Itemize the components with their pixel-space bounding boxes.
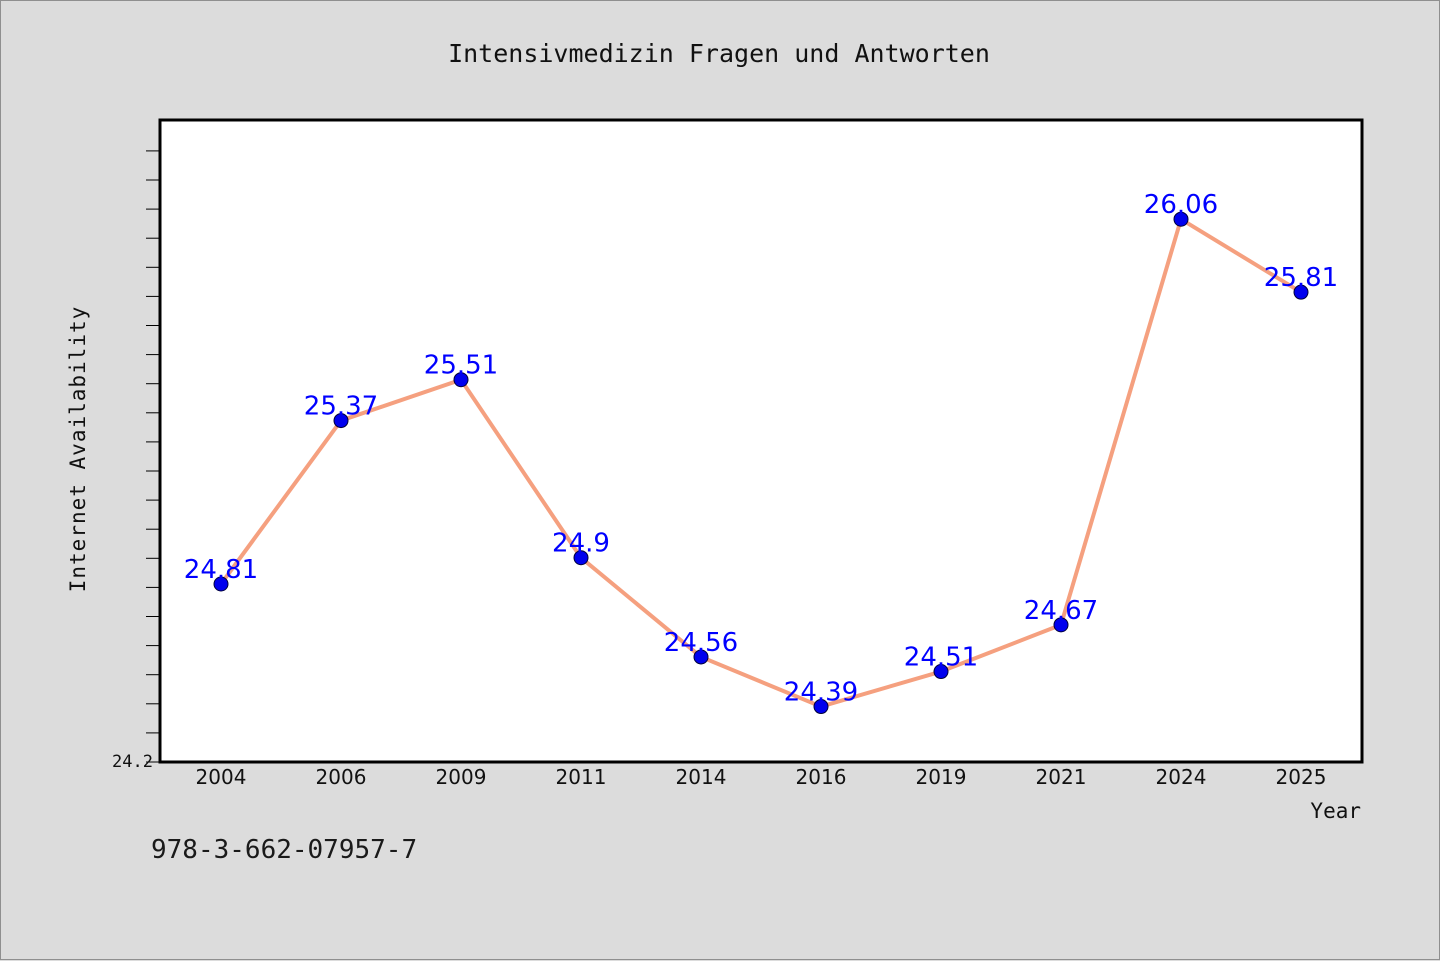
x-tick-label: 2016: [796, 765, 847, 789]
data-point: [813, 699, 829, 715]
data-label: 24.67: [1024, 596, 1098, 626]
data-point: [1293, 284, 1309, 300]
data-point: [1173, 211, 1189, 227]
x-tick-label: 2021: [1036, 765, 1087, 789]
data-label: 24.9: [552, 529, 610, 559]
data-label: 24.39: [784, 678, 858, 708]
data-label: 24.51: [904, 643, 978, 673]
data-markers: [213, 211, 1309, 715]
x-tick-label: 2024: [1156, 765, 1207, 789]
data-point: [933, 664, 949, 680]
data-point: [693, 649, 709, 665]
x-tick-label: 2009: [436, 765, 487, 789]
data-label: 26.06: [1144, 190, 1218, 220]
data-point: [1053, 617, 1069, 633]
data-label: 24.81: [184, 555, 258, 585]
series-line: [219, 217, 1303, 709]
y-tick-label: 24.2: [112, 752, 153, 772]
data-label: 25.51: [424, 351, 498, 381]
x-axis-label: Year: [1310, 799, 1361, 823]
y-axis-ticks: [146, 150, 160, 763]
data-labels: 24.81 25.37 25.51 24.9 24.56 24.39 24.51 24.67 2…: [184, 190, 1338, 707]
data-label: 25.81: [1264, 263, 1338, 293]
x-tick-label: 2004: [196, 765, 247, 789]
isbn-text: 978-3-662-07957-7: [151, 835, 418, 865]
x-tick-label: 2011: [556, 765, 607, 789]
data-label: 25.37: [304, 392, 378, 422]
chart-title: Intensivmedizin Fragen und Antworten: [448, 39, 990, 68]
plot-area: [158, 118, 1364, 764]
data-point: [213, 576, 229, 592]
x-tick-label: 2025: [1276, 765, 1327, 789]
x-tick-label: 2014: [676, 765, 727, 789]
x-axis-tick-labels: 2004 2006 2009 2011 2014 2016 2019 2021 2024 2025: [196, 765, 1327, 789]
data-point: [573, 550, 589, 566]
data-point: [333, 413, 349, 429]
data-point: [453, 372, 469, 388]
x-tick-label: 2006: [316, 765, 367, 789]
x-tick-label: 2019: [916, 765, 967, 789]
data-label: 24.56: [664, 628, 738, 658]
y-axis-label: Internet Availability: [66, 306, 90, 593]
